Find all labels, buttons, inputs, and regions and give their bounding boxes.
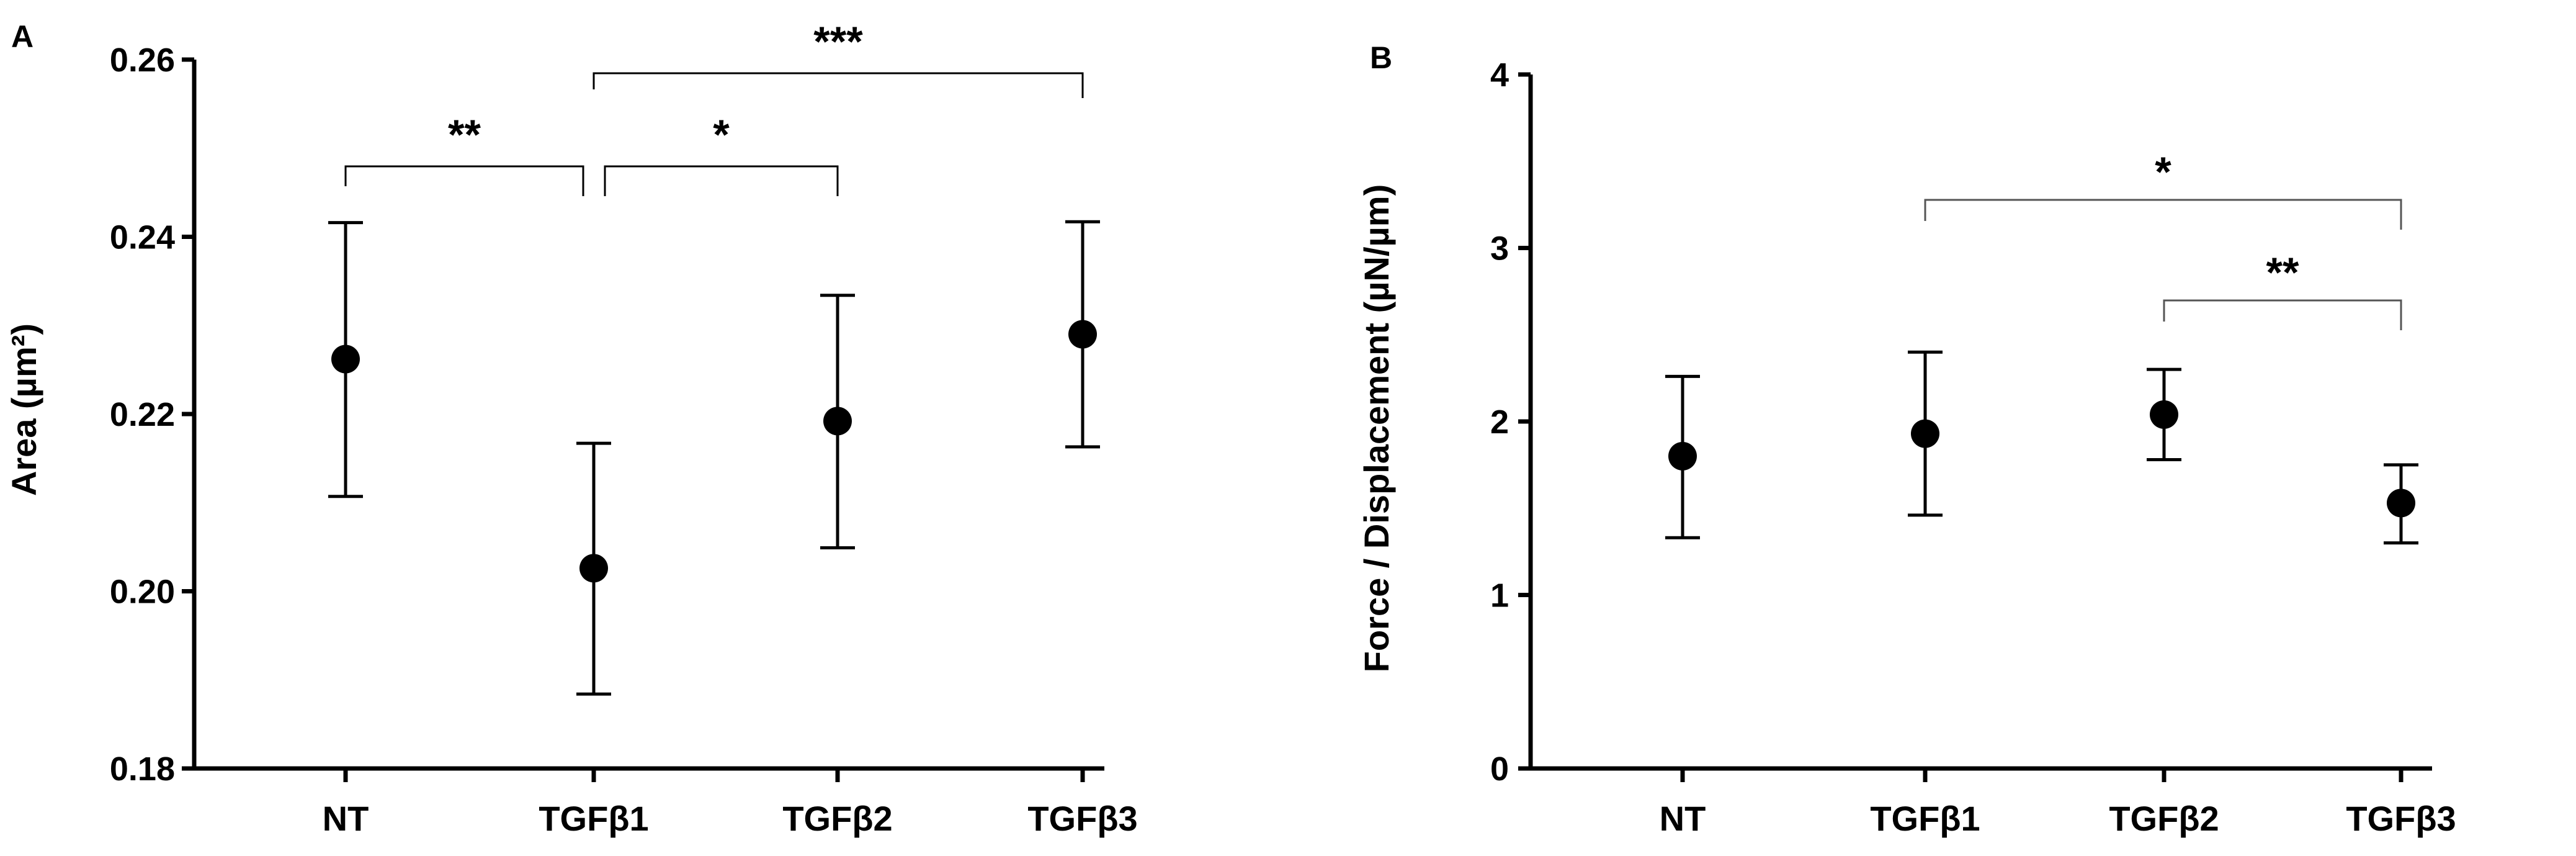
y-tick-label: 0 xyxy=(1490,750,1509,788)
y-tick-label: 0.24 xyxy=(110,219,175,256)
panel-b-error-bars xyxy=(1665,350,2418,545)
x-tick-label: TGFβ3 xyxy=(2346,799,2456,838)
significance-label: ** xyxy=(2266,249,2299,296)
significance-label: * xyxy=(2155,148,2171,196)
significance-label: ** xyxy=(448,111,481,158)
panel-a-significance: ** **** xyxy=(344,18,1084,196)
y-tick-label: 0.22 xyxy=(110,396,175,433)
y-tick-label: 3 xyxy=(1490,230,1509,268)
panel-a-letter: A xyxy=(11,19,34,54)
panel-a-error-bars xyxy=(328,220,1100,696)
significance-bracket xyxy=(1924,199,2402,230)
y-tick-label: 2 xyxy=(1490,403,1509,441)
x-tick-label: NT xyxy=(323,799,369,838)
panel-b-points xyxy=(1668,400,2415,518)
x-tick-label: TGFβ1 xyxy=(1870,799,1980,838)
y-tick-label: 1 xyxy=(1490,577,1509,615)
y-tick-label: 0.26 xyxy=(110,42,175,79)
panel-a-y-axis-title: Area (µm²) xyxy=(4,323,43,496)
x-tick-label: NT xyxy=(1660,799,1706,838)
x-tick-label: TGFβ3 xyxy=(1027,799,1137,838)
y-tick-label: 0.20 xyxy=(110,574,175,611)
x-tick-label: TGFβ2 xyxy=(2109,799,2219,838)
y-tick-label: 4 xyxy=(1490,56,1509,94)
panel-b: B Force / Displacement (µN/µm) 0 1 2 3 4 NT T… xyxy=(1357,40,2456,838)
panel-b-x-ticks: NT TGFβ1 TGFβ2 TGFβ3 xyxy=(1660,768,2456,838)
y-tick-label: 0.18 xyxy=(110,750,175,788)
x-tick-label: TGFβ2 xyxy=(782,799,892,838)
data-point xyxy=(2387,489,2415,518)
data-point xyxy=(1068,320,1097,349)
significance-label: *** xyxy=(813,18,863,65)
panel-b-letter: B xyxy=(1370,40,1392,75)
panel-a-x-ticks: NT TGFβ1 TGFβ2 TGFβ3 xyxy=(323,768,1138,838)
data-point xyxy=(331,345,360,374)
panel-a-points xyxy=(331,320,1097,583)
significance-bracket xyxy=(2163,299,2402,330)
panel-a-y-ticks: 0.18 0.20 0.22 0.24 0.26 xyxy=(110,42,194,788)
data-point xyxy=(823,407,852,436)
significance-bracket xyxy=(593,72,1084,98)
x-tick-label: TGFβ1 xyxy=(539,799,648,838)
data-point xyxy=(579,554,608,583)
data-point xyxy=(1911,419,1939,448)
data-point xyxy=(1668,441,1697,471)
significance-bracket xyxy=(344,165,584,196)
significance-bracket xyxy=(604,165,839,196)
panel-b-y-ticks: 0 1 2 3 4 xyxy=(1490,56,1531,788)
panel-b-y-axis-title: Force / Displacement (µN/µm) xyxy=(1357,184,1396,673)
data-point xyxy=(2150,400,2178,429)
panel-b-significance: *** xyxy=(1924,148,2402,330)
significance-label: * xyxy=(713,111,730,158)
panel-a: A Area (µm²) 0.18 0.20 0.22 0.24 0.26 NT TGFβ… xyxy=(4,18,1138,838)
